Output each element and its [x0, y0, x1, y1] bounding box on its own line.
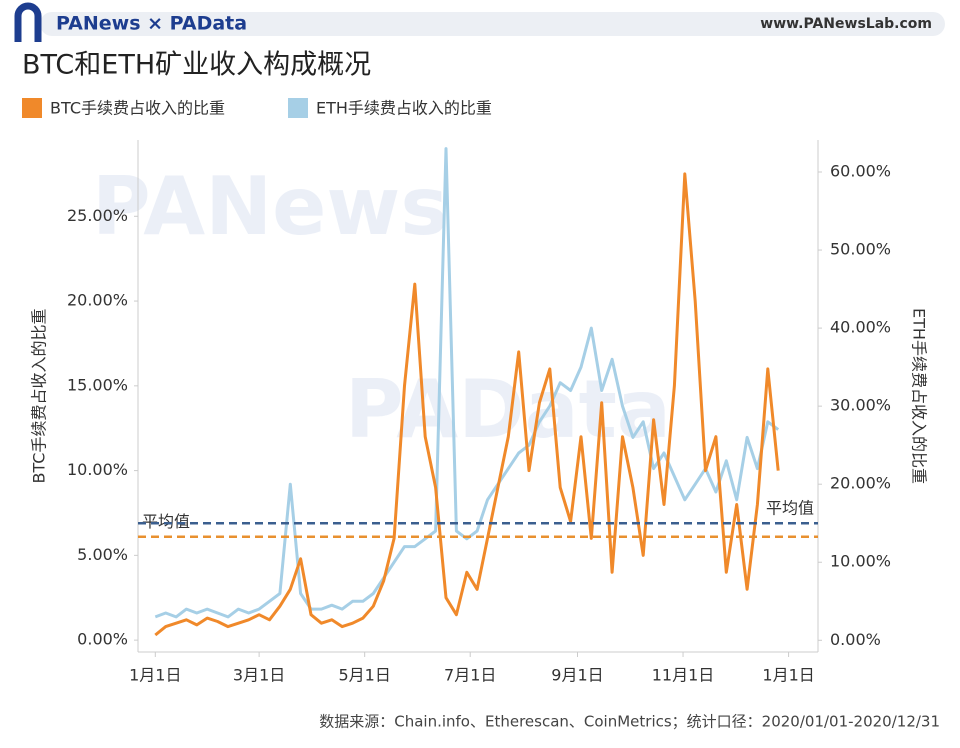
y2-tick-label: 30.00%: [830, 396, 891, 415]
y2-tick-label: 40.00%: [830, 318, 891, 337]
x-tick-label: 11月1日: [652, 666, 715, 685]
x-tick-label: 1月1日: [129, 666, 181, 685]
chart-title: BTC和ETH矿业收入构成概况: [22, 50, 371, 81]
legend-label: ETH手续费占收入的比重: [316, 99, 492, 118]
site: www.PANewsLab.com: [760, 16, 932, 32]
legend-swatch: [22, 98, 42, 118]
x-tick-label: 9月1日: [551, 666, 603, 685]
average-label: 平均值: [766, 499, 814, 518]
y-tick-label: 15.00%: [67, 375, 128, 394]
logo: [14, 2, 42, 42]
y2-tick-label: 20.00%: [830, 474, 891, 493]
x-tick-label: 1月1日: [762, 666, 814, 685]
y2-tick-label: 50.00%: [830, 240, 891, 259]
y2-tick-label: 60.00%: [830, 162, 891, 181]
legend-label: BTC手续费占收入的比重: [50, 99, 225, 118]
line-series: [154, 147, 780, 619]
y-tick-label: 20.00%: [67, 291, 128, 310]
y-tick-label: 5.00%: [77, 545, 128, 564]
legend-swatch: [288, 98, 308, 118]
x-tick-label: 5月1日: [338, 666, 390, 685]
average-label: 平均值: [142, 512, 190, 531]
y-tick-label: 10.00%: [67, 460, 128, 479]
source: 数据来源：Chain.info、Etherescan、CoinMetrics；统…: [319, 713, 940, 731]
x-tick-label: 7月1日: [444, 666, 496, 685]
y2-tick-label: 0.00%: [830, 630, 881, 649]
y-tick-label: 25.00%: [67, 206, 128, 225]
header-bar: [40, 12, 945, 36]
y2-axis-title: ETH手续费占收入的比重: [910, 308, 929, 484]
y2-tick-label: 10.00%: [830, 552, 891, 571]
brand: PANews × PAData: [56, 13, 247, 35]
watermark: PANews: [92, 160, 448, 253]
x-tick-label: 3月1日: [233, 666, 285, 685]
line-series: [154, 172, 780, 637]
y-tick-label: 0.00%: [77, 630, 128, 649]
y-axis-title: BTC手续费占收入的比重: [30, 309, 49, 484]
